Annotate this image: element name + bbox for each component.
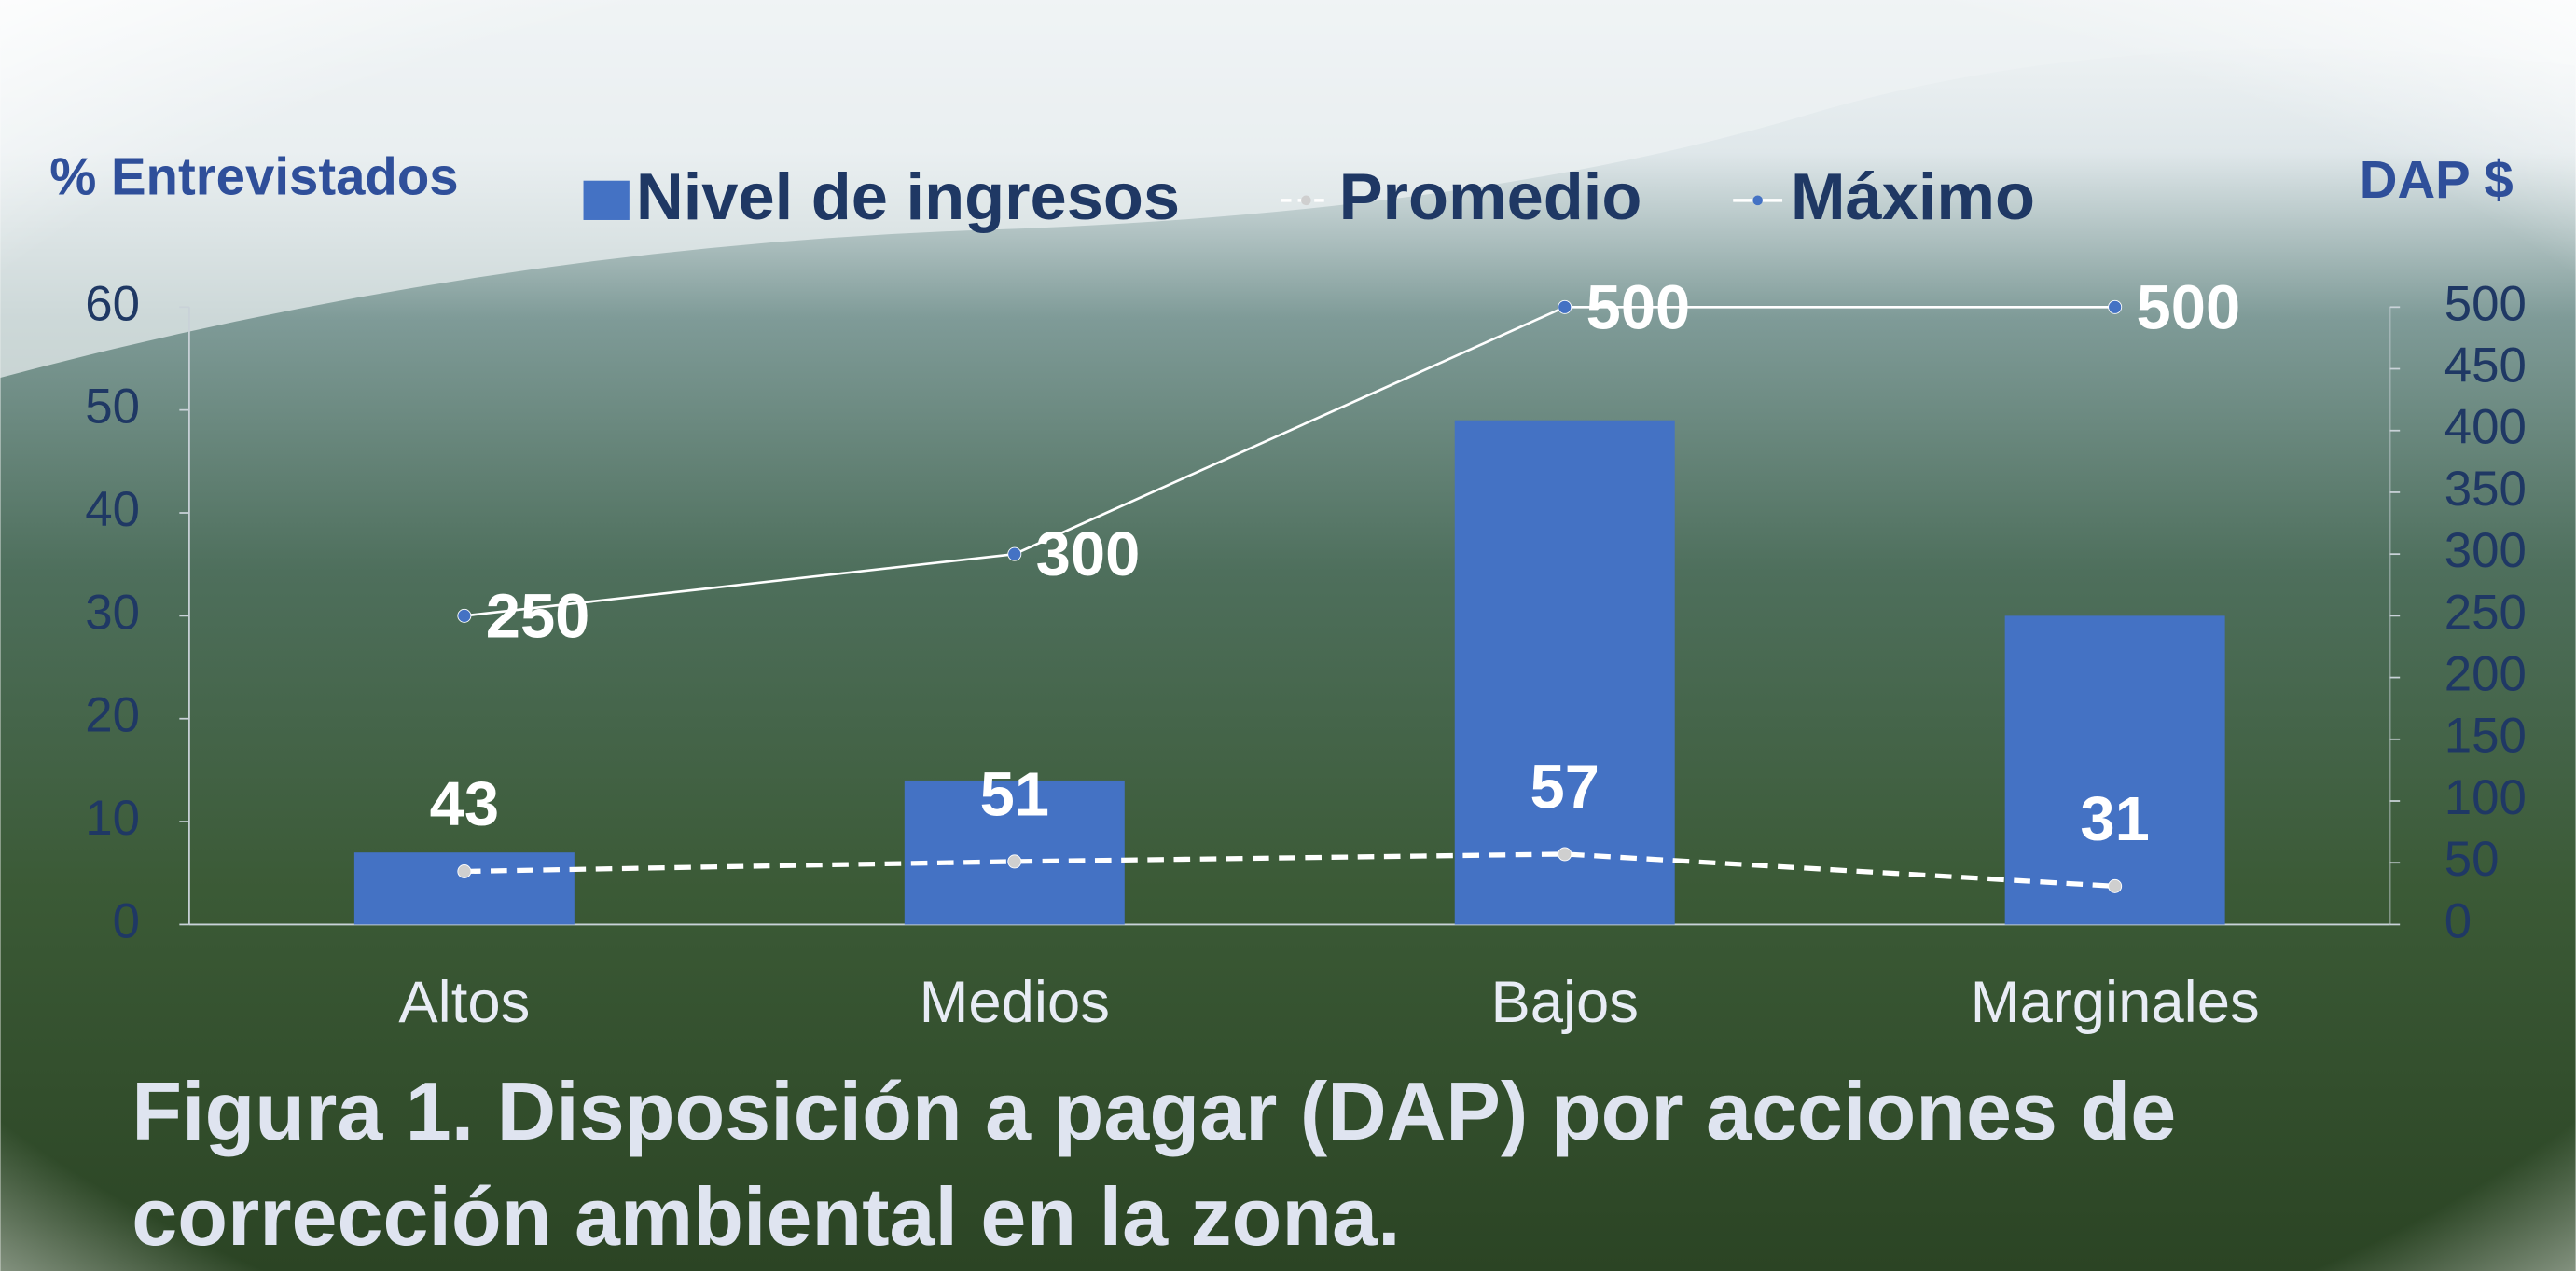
data-label: 57 xyxy=(1530,753,1600,822)
legend-swatch xyxy=(584,181,630,220)
y-axis-label: % Entrevistados xyxy=(49,147,458,206)
bar xyxy=(2005,615,2225,924)
line-marker xyxy=(1008,547,1021,560)
line-marker xyxy=(2109,879,2122,892)
line-marker xyxy=(1008,855,1021,868)
y-tick-label: 50 xyxy=(85,380,140,435)
page: {"chart_data": { "type": "bar", "title":… xyxy=(0,0,2576,1271)
y-tick-label: 20 xyxy=(85,688,140,743)
legend-marker xyxy=(1301,196,1311,206)
y2-tick-label: 100 xyxy=(2444,770,2527,825)
y-tick-label: 60 xyxy=(85,276,140,331)
data-label: 31 xyxy=(2080,784,2149,854)
y-tick-label: 10 xyxy=(85,791,140,846)
data-label: 300 xyxy=(1036,519,1141,589)
x-tick-label: Altos xyxy=(398,970,530,1035)
chart-title: Figura 1. Disposición a pagar (DAP) por … xyxy=(132,1059,2497,1269)
x-tick-label: Marginales xyxy=(1971,970,2260,1035)
y2-tick-label: 350 xyxy=(2444,462,2527,517)
legend-marker xyxy=(1752,196,1763,206)
line-marker xyxy=(458,609,471,622)
data-label: 500 xyxy=(2137,272,2241,342)
line-marker xyxy=(458,864,471,877)
y2-tick-label: 300 xyxy=(2444,523,2527,578)
data-label: 43 xyxy=(430,769,499,839)
y2-tick-label: 50 xyxy=(2444,832,2500,887)
y-tick-label: 30 xyxy=(85,585,140,640)
legend-label: Promedio xyxy=(1339,159,1642,233)
y2-tick-label: 250 xyxy=(2444,585,2527,640)
line-marker xyxy=(1558,848,1572,861)
line-marker xyxy=(2109,300,2122,313)
x-tick-label: Bajos xyxy=(1490,970,1639,1035)
data-label: 51 xyxy=(980,760,1049,830)
x-tick-label: Medios xyxy=(920,970,1110,1035)
y2-tick-label: 0 xyxy=(2444,893,2472,948)
y-tick-label: 0 xyxy=(113,893,140,948)
y2-axis-label: DAP $ xyxy=(2360,150,2514,209)
line-marker xyxy=(1558,300,1572,313)
y2-tick-label: 150 xyxy=(2444,709,2527,764)
y2-tick-label: 500 xyxy=(2444,276,2527,331)
y-tick-label: 40 xyxy=(85,482,140,537)
y2-tick-label: 450 xyxy=(2444,338,2527,393)
data-label: 500 xyxy=(1586,272,1691,342)
legend-label: Nivel de ingresos xyxy=(636,159,1180,233)
data-label: 250 xyxy=(486,581,590,651)
bar xyxy=(354,852,575,924)
y2-tick-label: 400 xyxy=(2444,400,2527,455)
y2-tick-label: 200 xyxy=(2444,647,2527,702)
legend-label: Máximo xyxy=(1791,159,2035,233)
caption-box: Figura 1. Disposición a pagar (DAP) por … xyxy=(132,1059,2497,1271)
chart: % Entrevistados DAP $ Figura 1. Disposic… xyxy=(0,0,2576,1271)
